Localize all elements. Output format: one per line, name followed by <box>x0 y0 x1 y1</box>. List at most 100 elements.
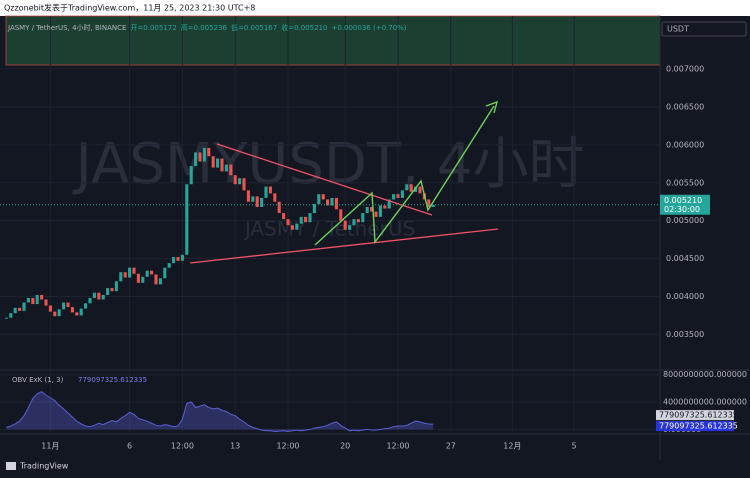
candle <box>207 147 211 157</box>
candle <box>97 292 101 300</box>
candle <box>123 272 127 278</box>
candle <box>396 194 400 198</box>
candle <box>163 267 167 279</box>
candle <box>321 194 325 200</box>
logo <box>6 462 16 470</box>
candle <box>70 307 74 313</box>
candle <box>383 205 387 209</box>
candle <box>330 197 334 206</box>
legend-value: 低=0.005167 <box>231 23 277 32</box>
candle <box>409 184 413 192</box>
candle <box>405 184 409 191</box>
candle <box>290 225 294 230</box>
legend: JASMY / TetherUS, 4小时, BINANCE 开=0.005172… <box>7 23 407 32</box>
x-tick-label: 12月 <box>503 442 521 451</box>
obv-box <box>656 421 734 432</box>
candle <box>66 302 70 308</box>
candle <box>40 294 44 300</box>
x-tick-label: 13 <box>230 442 240 451</box>
x-tick-label: 12:00 <box>171 442 194 451</box>
candle <box>242 178 246 191</box>
legend-value: 高=0.005236 <box>181 23 228 32</box>
candle <box>26 297 30 303</box>
candle <box>392 194 396 200</box>
candle <box>308 213 312 223</box>
candle <box>431 204 435 208</box>
candle <box>176 257 180 261</box>
y-tick-label: 0.004500 <box>666 254 704 263</box>
legend-title: JASMY / TetherUS, 4小时, BINANCE <box>7 23 126 32</box>
candle <box>119 272 123 282</box>
trendline <box>216 143 433 216</box>
candle <box>304 216 308 223</box>
candle <box>268 186 272 194</box>
watermark-sub: JASMY / TetherUS <box>243 217 415 241</box>
legend-value: 开=0.005172 <box>130 24 176 32</box>
candle <box>62 302 66 310</box>
candle <box>53 311 57 317</box>
candle <box>220 158 224 172</box>
candle <box>145 270 149 277</box>
candle <box>273 193 277 202</box>
y-tick-label: 0.003500 <box>666 330 704 339</box>
candle <box>299 216 303 224</box>
x-tick-label: 11月 <box>41 442 59 451</box>
x-tick-label: 20 <box>340 442 350 451</box>
y-tick-label: 0.007000 <box>666 65 704 74</box>
candle <box>400 190 404 198</box>
candle <box>264 186 268 198</box>
candle <box>9 313 13 318</box>
obv-title: OBV ExK (1, 3) <box>12 376 64 384</box>
candle <box>339 209 343 221</box>
header-bar <box>0 0 750 16</box>
y-tick-label: 0.006500 <box>666 102 704 111</box>
candle <box>110 288 114 292</box>
obv-line <box>6 391 434 432</box>
obv-area <box>6 391 434 432</box>
candle <box>92 292 96 298</box>
candle <box>427 199 431 208</box>
currency: USDT <box>667 25 689 34</box>
candle <box>154 274 158 285</box>
obv-tick-label: 4000000000.000000 <box>663 398 747 407</box>
candle <box>216 158 220 168</box>
candle <box>418 186 422 194</box>
candle <box>114 281 118 292</box>
obv-value: 779097325.612335 <box>78 376 147 384</box>
candle <box>4 317 8 319</box>
candle <box>224 164 228 172</box>
candle <box>229 164 233 176</box>
header: Qzzonebit发表于TradingView.com，11月 25, 2023… <box>4 3 255 13</box>
candle <box>172 257 176 264</box>
y-tick-label: 0.004000 <box>666 292 704 301</box>
trendline <box>189 228 499 264</box>
candle <box>260 197 264 208</box>
obv-box <box>656 410 734 421</box>
candle <box>22 302 26 311</box>
candle <box>31 297 35 305</box>
candle <box>84 303 88 309</box>
candle <box>334 197 338 210</box>
obv-tick-label: 8000000000.000000 <box>663 370 747 379</box>
x-tick-label: 12:00 <box>386 442 409 451</box>
legend-value: 收=0.005210 <box>281 23 327 32</box>
candle <box>13 307 17 314</box>
x-tick-label: 6 <box>127 442 132 451</box>
price-box <box>660 194 710 215</box>
candle <box>246 190 250 202</box>
candle <box>150 270 154 275</box>
arrow-head <box>485 100 499 114</box>
candle <box>361 213 365 223</box>
candle <box>194 152 198 167</box>
x-tick-label: 12:00 <box>276 442 299 451</box>
candle <box>167 263 171 268</box>
candle <box>251 196 255 202</box>
obv-axis-value: 779097325.612335 <box>659 411 738 420</box>
candle <box>185 184 189 255</box>
candle <box>295 223 299 230</box>
candle <box>136 273 140 283</box>
legend-value: +0.000036 (+0.70%) <box>331 24 406 32</box>
obv-axis-value: 779097325.612335 <box>659 422 738 431</box>
candle <box>286 219 290 226</box>
candle <box>35 294 39 305</box>
